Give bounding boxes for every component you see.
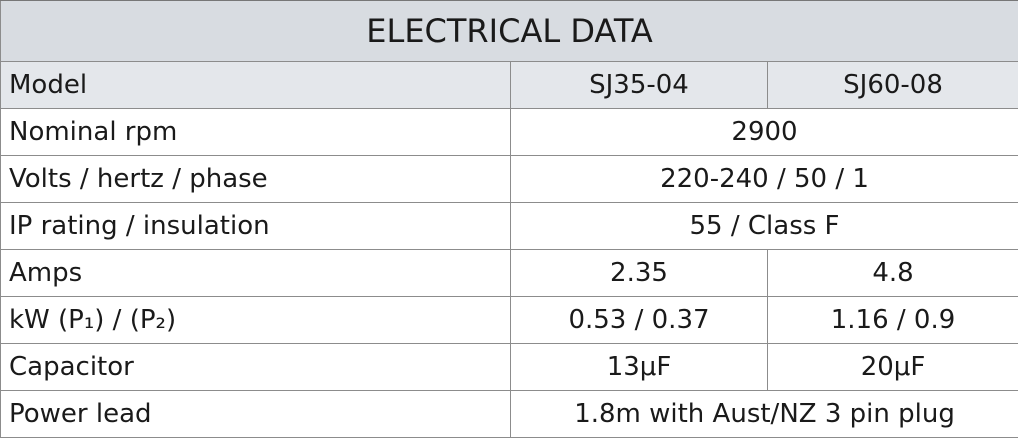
data-row: Nominal rpm 2900 <box>0 108 1018 156</box>
table-title: ELECTRICAL DATA <box>0 0 1018 62</box>
cell-value: 220-240 / 50 / 1 <box>509 155 1018 203</box>
cell-value: 4.8 <box>766 249 1018 297</box>
cell-value: 55 / Class F <box>509 202 1018 250</box>
row-label: Volts / hertz / phase <box>0 155 511 203</box>
row-label: kW (P₁) / (P₂) <box>0 296 511 344</box>
cell-value: 2.35 <box>510 249 768 297</box>
row-label: Nominal rpm <box>0 108 511 156</box>
row-label: IP rating / insulation <box>0 202 511 250</box>
row-label: Power lead <box>0 390 511 438</box>
cell-value: 13μF <box>510 343 768 391</box>
header-row: Model SJ35-04 SJ60-08 <box>0 61 1018 109</box>
row-label: Amps <box>0 249 511 297</box>
title-row: ELECTRICAL DATA <box>0 0 1018 62</box>
row-label: Model <box>0 61 511 109</box>
cell-value: 2900 <box>509 108 1018 156</box>
cell-value: SJ60-08 <box>766 61 1018 109</box>
data-row: Power lead 1.8m with Aust/NZ 3 pin plug <box>0 390 1018 438</box>
data-row: Capacitor 13μF 20μF <box>0 343 1018 391</box>
row-label: Capacitor <box>0 343 511 391</box>
data-row: kW (P₁) / (P₂) 0.53 / 0.37 1.16 / 0.9 <box>0 296 1018 344</box>
cell-value: 0.53 / 0.37 <box>510 296 768 344</box>
cell-value: 1.8m with Aust/NZ 3 pin plug <box>509 390 1018 438</box>
cell-value: SJ35-04 <box>510 61 768 109</box>
data-row: Volts / hertz / phase 220-240 / 50 / 1 <box>0 155 1018 203</box>
cell-value: 1.16 / 0.9 <box>766 296 1018 344</box>
data-row: IP rating / insulation 55 / Class F <box>0 202 1018 250</box>
cell-value: 20μF <box>766 343 1018 391</box>
data-row: Amps 2.35 4.8 <box>0 249 1018 297</box>
